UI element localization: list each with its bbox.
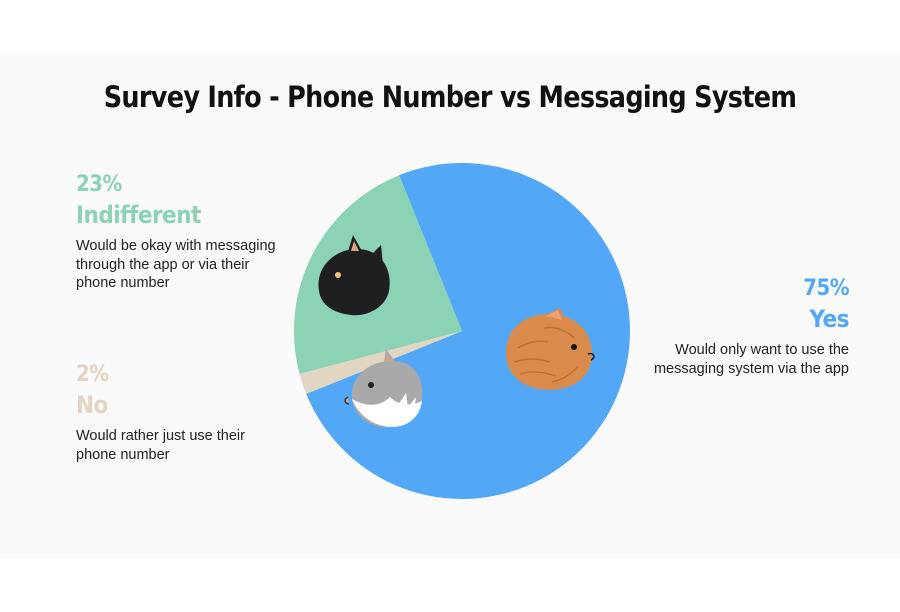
black-cat-icon <box>318 235 390 316</box>
yes-description: Would only want to use the messaging sys… <box>653 342 849 377</box>
orange-cat-icon <box>505 308 595 390</box>
chart-title: Survey Info - Phone Number vs Messaging … <box>103 80 797 114</box>
no-category: No <box>76 391 108 419</box>
yes-label: 75% Yes Would only want to use the messa… <box>629 276 850 378</box>
yes-category: Yes <box>809 305 849 333</box>
indifferent-category: Indifferent <box>76 201 201 229</box>
indifferent-description: Would be okay with messaging through the… <box>76 238 276 291</box>
indifferent-percent: 23% <box>76 172 122 197</box>
indifferent-label: 23% Indifferent Would be okay with messa… <box>76 172 276 293</box>
no-percent: 2% <box>76 362 109 387</box>
grey-white-cat-icon <box>344 349 423 427</box>
no-description: Would rather just use their phone number <box>76 428 245 463</box>
yes-percent: 75% <box>803 276 849 301</box>
no-label: 2% No Would rather just use their phone … <box>76 362 276 464</box>
